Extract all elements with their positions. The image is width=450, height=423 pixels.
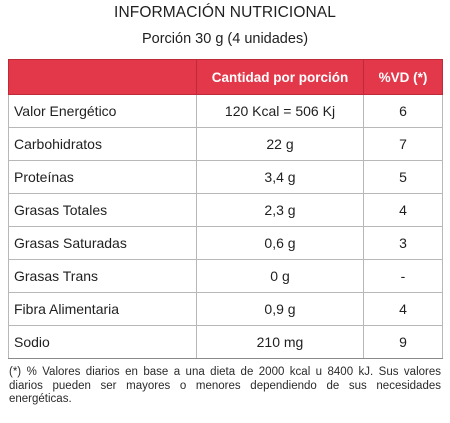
- nutrient-amount: 22 g: [196, 127, 364, 161]
- nutrient-amount: 120 Kcal = 506 Kj: [196, 94, 364, 128]
- nutrient-amount: 0,6 g: [196, 226, 364, 260]
- nutrient-amount: 0,9 g: [196, 292, 364, 326]
- table-row: Grasas Totales 2,3 g 4: [8, 193, 443, 227]
- nutrient-daily-value: -: [363, 259, 443, 293]
- footnote: (*) % Valores diarios en base a una diet…: [9, 366, 441, 405]
- header-amount: Cantidad por porción: [196, 59, 364, 95]
- table-header-row: Cantidad por porción %VD (*): [8, 59, 443, 95]
- nutrient-name: Sodio: [8, 325, 197, 359]
- nutrient-amount: 3,4 g: [196, 160, 364, 194]
- table-row: Grasas Saturadas 0,6 g 3: [8, 226, 443, 260]
- nutrient-daily-value: 3: [363, 226, 443, 260]
- table-row: Sodio 210 mg 9: [8, 325, 443, 359]
- nutrition-table: Cantidad por porción %VD (*) Valor Energ…: [8, 59, 443, 359]
- nutrient-amount: 210 mg: [196, 325, 364, 359]
- nutrient-name: Grasas Trans: [8, 259, 197, 293]
- nutrient-daily-value: 4: [363, 193, 443, 227]
- page-title: INFORMACIÓN NUTRICIONAL: [114, 4, 336, 21]
- table-row: Grasas Trans 0 g -: [8, 259, 443, 293]
- serving-size: Porción 30 g (4 unidades): [141, 31, 309, 47]
- nutrient-amount: 2,3 g: [196, 193, 364, 227]
- nutrient-daily-value: 4: [363, 292, 443, 326]
- nutrient-name: Carbohidratos: [8, 127, 197, 161]
- nutrient-daily-value: 7: [363, 127, 443, 161]
- nutrient-name: Valor Energético: [8, 94, 197, 128]
- table-row: Proteínas 3,4 g 5: [8, 160, 443, 194]
- table-row: Fibra Alimentaria 0,9 g 4: [8, 292, 443, 326]
- nutrient-name: Fibra Alimentaria: [8, 292, 197, 326]
- nutrient-daily-value: 6: [363, 94, 443, 128]
- nutrient-daily-value: 9: [363, 325, 443, 359]
- table-row: Carbohidratos 22 g 7: [8, 127, 443, 161]
- nutrient-name: Proteínas: [8, 160, 197, 194]
- header-nutrient: [8, 59, 197, 95]
- nutrient-name: Grasas Totales: [8, 193, 197, 227]
- table-row: Valor Energético 120 Kcal = 506 Kj 6: [8, 94, 443, 128]
- header-daily-value: %VD (*): [363, 59, 443, 95]
- nutrient-amount: 0 g: [196, 259, 364, 293]
- nutrient-name: Grasas Saturadas: [8, 226, 197, 260]
- nutrient-daily-value: 5: [363, 160, 443, 194]
